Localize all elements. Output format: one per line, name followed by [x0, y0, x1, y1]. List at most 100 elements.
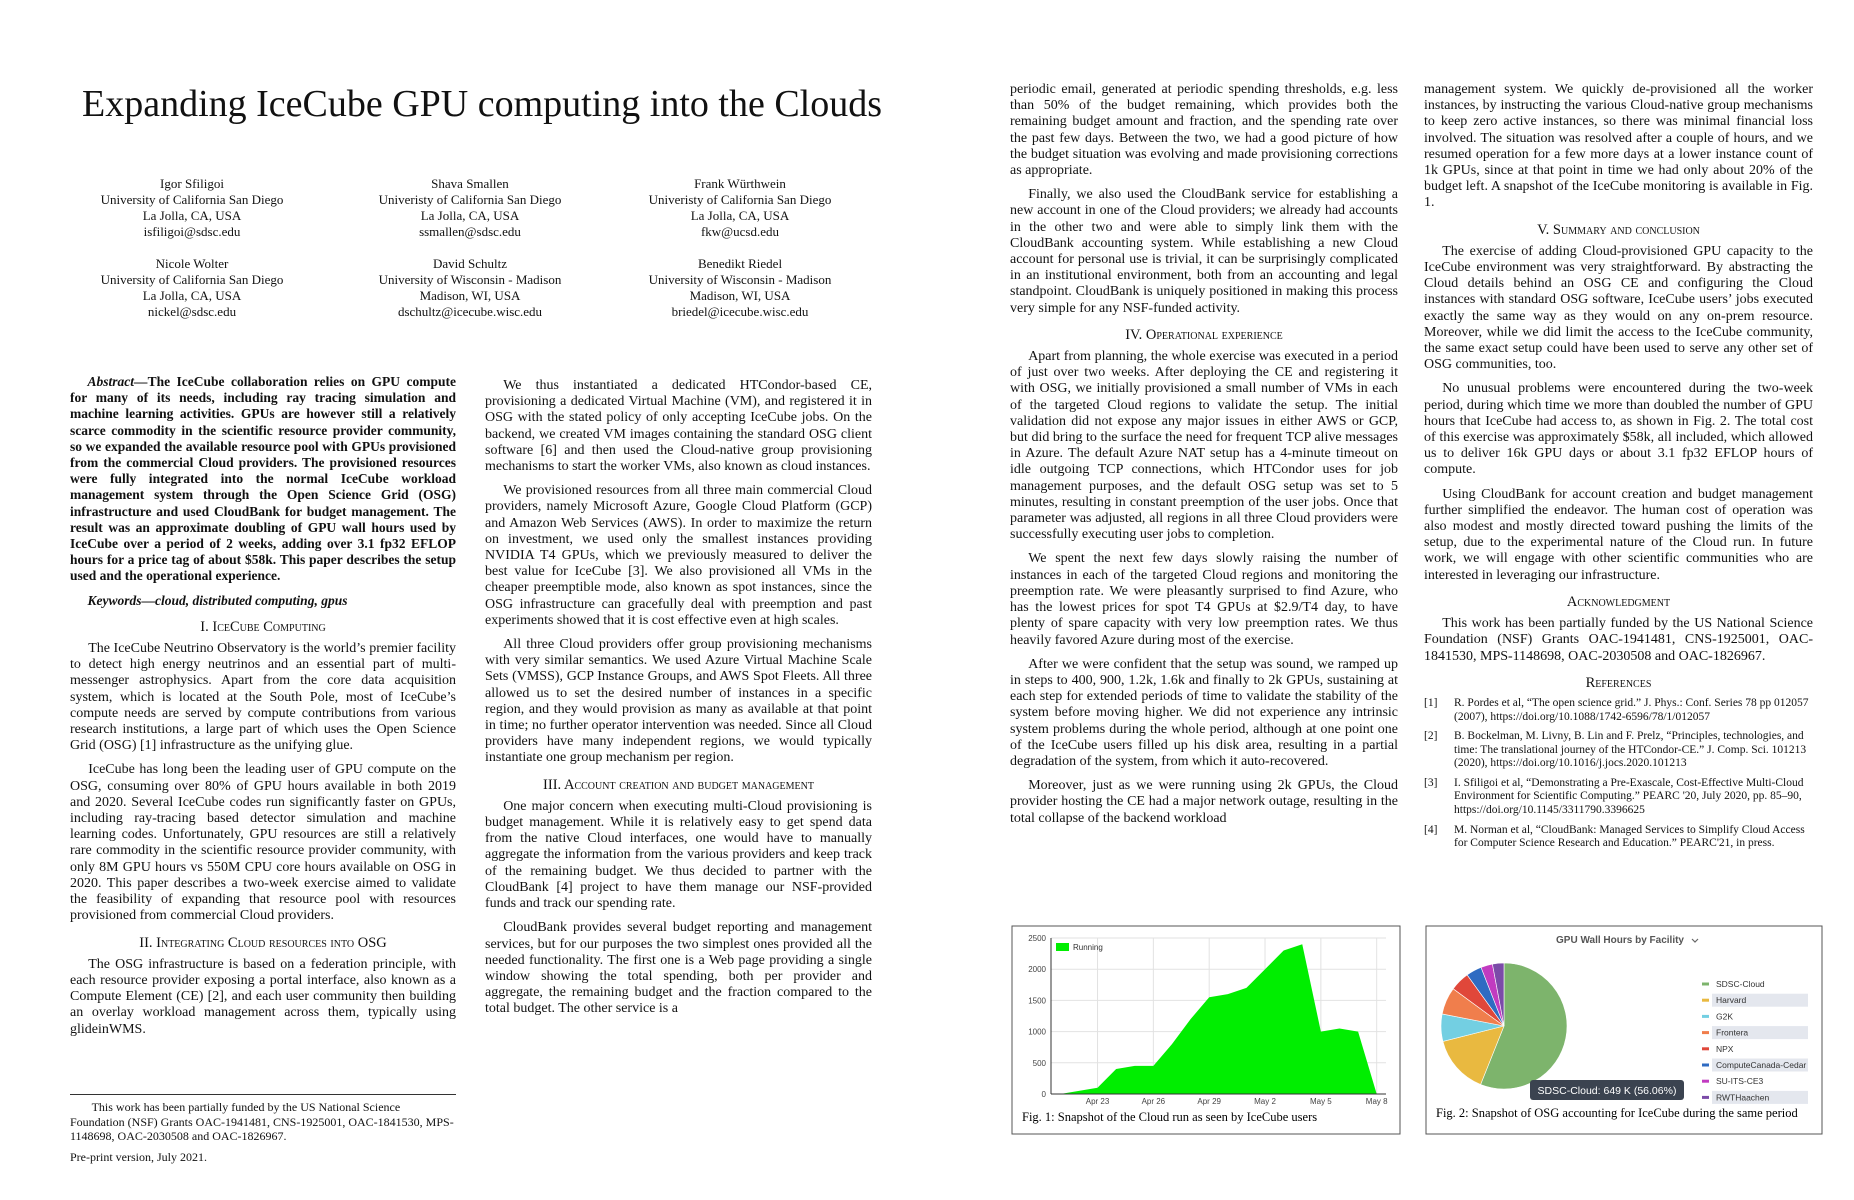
- paragraph-label: Keywords—: [87, 592, 156, 608]
- reference-label: [4]: [1424, 823, 1438, 836]
- author-name: Frank Würthwein: [694, 176, 786, 191]
- column: periodic email, generated at periodic sp…: [1010, 82, 1398, 835]
- reference-label: [3]: [1424, 776, 1438, 789]
- author: Benedikt Riedel University of Wisconsin -…: [590, 256, 890, 320]
- author-location: Madison, WI, USA: [419, 288, 521, 303]
- paragraph: One major concern when executing multi-C…: [485, 798, 872, 912]
- author: Frank Würthwein Univeristy of California …: [590, 176, 890, 240]
- legend-label: RWTHaachen: [1716, 1092, 1769, 1102]
- footnote-rule: [70, 1094, 456, 1095]
- paragraph: The IceCube Neutrino Observatory is the …: [70, 641, 456, 754]
- reference: [3] I. Sfiligoi et al, “Demonstrating a P…: [1424, 777, 1813, 818]
- y-tick-label: 0: [1042, 1090, 1047, 1099]
- reference: [1] R. Pordes et al, “The open science gr…: [1424, 697, 1813, 724]
- pie-slice: [1480, 962, 1568, 1090]
- section-heading: Acknowledgment: [1566, 593, 1671, 610]
- paragraph: The exercise of adding Cloud-provisioned…: [1424, 243, 1813, 373]
- paragraph: We spent the next few days slowly raisin…: [1010, 551, 1398, 648]
- legend-swatch: [1702, 1063, 1709, 1067]
- section-heading: V. Summary and conclusion: [1537, 221, 1700, 238]
- author: David Schultz University of Wisconsin - M…: [320, 256, 620, 320]
- tooltip-box: [1530, 1080, 1684, 1100]
- figure-caption: Fig. 2: Snapshot of OSG accounting for I…: [1436, 1106, 1798, 1120]
- paragraph: Apart from planning, the whole exercise …: [1010, 349, 1398, 543]
- pie-slice: [1492, 962, 1505, 1027]
- paragraph: We provisioned resources from all three …: [485, 483, 872, 628]
- author-email: isfiligoi@sdsc.edu: [143, 224, 241, 239]
- paragraph: No unusual problems were encountered dur…: [1424, 381, 1813, 478]
- reference-text: M. Norman et al, “CloudBank: Managed Ser…: [1454, 823, 1805, 850]
- section-heading: IV. Operational experience: [1125, 326, 1283, 343]
- author-location: Madison, WI, USA: [689, 288, 791, 303]
- pie-slice: [1442, 1025, 1505, 1085]
- legend-swatch: [1702, 1014, 1709, 1018]
- paragraph: Using CloudBank for account creation and…: [1424, 486, 1813, 583]
- reference: [2] B. Bockelman, M. Livny, B. Lin and F.…: [1424, 730, 1813, 771]
- paragraph-label: Abstract—: [87, 374, 148, 389]
- legend-swatch: [1702, 1031, 1709, 1035]
- author-location: La Jolla, CA, USA: [420, 208, 520, 223]
- reference-text: B. Bockelman, M. Livny, B. Lin and F. Pr…: [1454, 730, 1807, 770]
- legend-swatch: [1702, 1047, 1709, 1051]
- preprint-note: Pre-print version, July 2021.: [70, 1150, 207, 1164]
- paragraph: After we were confident that the setup w…: [1010, 656, 1398, 769]
- legend-swatch: [1056, 943, 1069, 951]
- author-affiliation: University of Wisconsin - Madison: [648, 272, 832, 287]
- paragraph: IceCube has long been the leading user o…: [70, 762, 456, 924]
- paragraph: periodic email, generated at periodic sp…: [1010, 82, 1398, 179]
- reference-label: [2]: [1424, 730, 1438, 743]
- legend-swatch: [1702, 982, 1709, 986]
- author-name: Igor Sfiligoi: [160, 176, 224, 191]
- legend-row-bg: [1712, 1058, 1808, 1072]
- legend-label: Running: [1073, 943, 1103, 952]
- paragraph: The OSG infrastructure is based on a fed…: [70, 956, 456, 1037]
- author-location: La Jolla, CA, USA: [142, 288, 242, 303]
- legend-swatch: [1702, 1079, 1709, 1083]
- legend-label: SU-ITS-CE3: [1716, 1076, 1764, 1086]
- author-affiliation: University of California San Diego: [100, 192, 284, 207]
- author-affiliation: University of Wisconsin - Madison: [378, 272, 562, 287]
- author-email: dschultz@icecube.wisc.edu: [397, 304, 543, 319]
- labeled-paragraph: Keywords—cloud, distributed computing, g…: [70, 593, 456, 609]
- footnote: This work has been partially funded by t…: [70, 1100, 454, 1143]
- dropdown-chevron: [1691, 938, 1699, 943]
- chart-title: GPU Wall Hours by Facility: [1556, 935, 1684, 946]
- legend-row-bg: [1712, 1026, 1808, 1040]
- area: [1060, 944, 1377, 1094]
- y-tick-label: 1000: [1028, 1028, 1046, 1037]
- y-tick-label: 2500: [1028, 934, 1046, 943]
- reference-label: [1]: [1424, 696, 1438, 709]
- author: Nicole Wolter University of California Sa…: [42, 256, 342, 320]
- author: Igor Sfiligoi University of California Sa…: [42, 176, 342, 240]
- x-tick-label: May 5: [1310, 1097, 1332, 1106]
- paragraph: management system. We quickly de-provisi…: [1424, 82, 1813, 211]
- legend-row-bg: [1712, 993, 1808, 1007]
- author-name: Benedikt Riedel: [697, 256, 783, 271]
- legend-label: SDSC-Cloud: [1716, 979, 1765, 989]
- figure-frame: [1011, 925, 1401, 1135]
- section-heading: References: [1585, 674, 1652, 691]
- section-heading: I. IceCube Computing: [200, 618, 326, 635]
- author: Shava Smallen Univeristy of California Sa…: [320, 176, 620, 240]
- paragraph: Finally, we also used the CloudBank serv…: [1010, 187, 1398, 316]
- x-tick-label: Apr 23: [1086, 1097, 1110, 1106]
- author-email: ssmallen@sdsc.edu: [419, 224, 521, 239]
- legend-label: G2K: [1716, 1011, 1733, 1021]
- reference-text: R. Pordes et al, “The open science grid.…: [1454, 696, 1809, 723]
- author-location: La Jolla, CA, USA: [142, 208, 242, 223]
- x-tick-label: May 2: [1254, 1097, 1276, 1106]
- author-email: fkw@ucsd.edu: [700, 224, 780, 239]
- legend-swatch: [1702, 998, 1709, 1002]
- labeled-paragraph: Abstract—The IceCube collaboration relie…: [70, 374, 456, 585]
- figure-frame: [1425, 925, 1823, 1135]
- section-heading: II. Integrating Cloud resources into OSG: [139, 934, 387, 951]
- column: We thus instantiated a dedicated HTCondo…: [485, 378, 872, 1026]
- paragraph: CloudBank provides several budget report…: [485, 920, 872, 1017]
- reference: [4] M. Norman et al, “CloudBank: Managed …: [1424, 824, 1813, 851]
- column: Abstract—The IceCube collaboration relie…: [70, 374, 456, 1046]
- author-email: briedel@icecube.wisc.edu: [671, 304, 809, 319]
- legend-label: Frontera: [1716, 1028, 1748, 1038]
- column: management system. We quickly de-provisi…: [1424, 82, 1813, 857]
